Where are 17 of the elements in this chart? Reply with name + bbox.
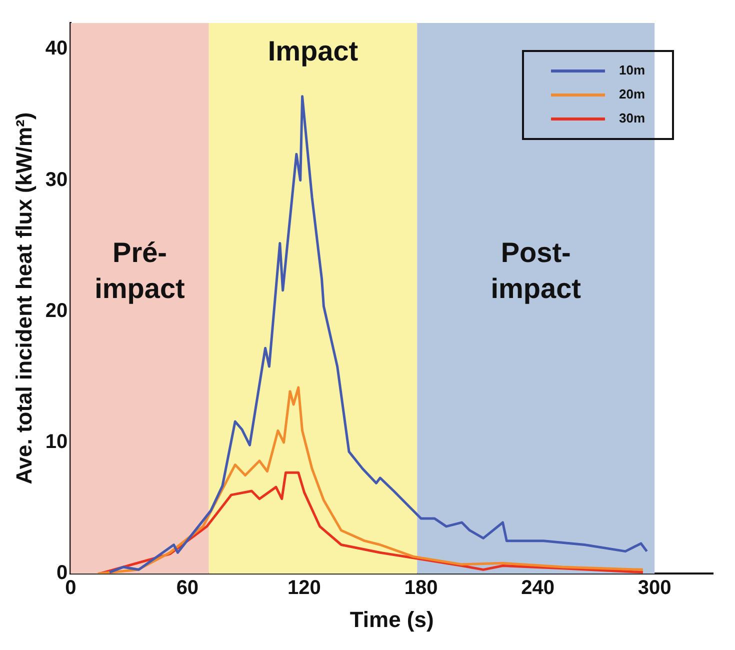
y-tick-label: 10	[45, 431, 68, 454]
x-tick-label: 60	[176, 577, 199, 600]
y-tick-label: 40	[45, 38, 68, 60]
legend-label: 10m	[619, 62, 646, 78]
y-tick-label: 20	[45, 300, 68, 322]
y-axis-title: Ave. total incident heat flux (kW/m²)	[11, 112, 36, 484]
x-axis-title: Time (s)	[350, 606, 434, 632]
legend-label: 20m	[619, 86, 646, 102]
x-tick-label: 300	[638, 577, 672, 600]
band-label: Post-impact	[490, 236, 581, 304]
legend-label: 30m	[619, 110, 646, 126]
x-tick-label: 240	[521, 577, 554, 600]
band-label: Pré-impact	[94, 236, 185, 304]
y-tick-label: 30	[45, 168, 68, 191]
x-tick-label: 180	[404, 577, 438, 600]
x-tick-label: 120	[288, 577, 321, 600]
band-label: Impact	[268, 36, 358, 67]
